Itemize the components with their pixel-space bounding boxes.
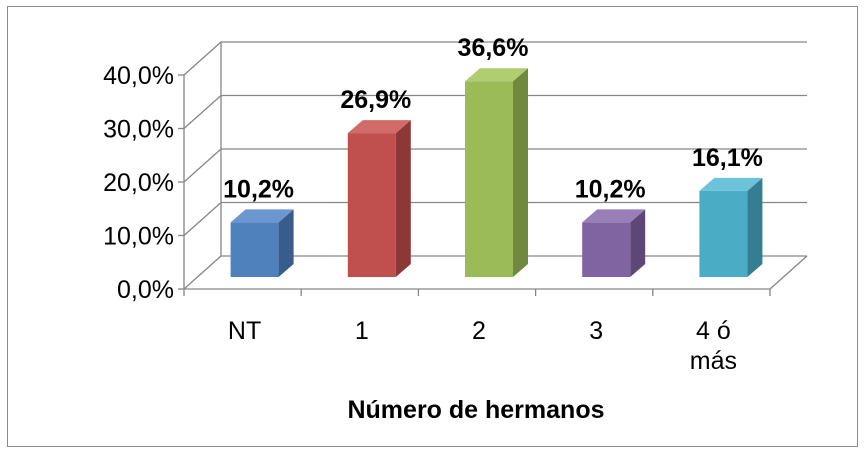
x-tick-label-3: 3 (589, 317, 603, 345)
side-gridline-0 (183, 255, 222, 290)
bar-front-0 (230, 222, 279, 277)
bar-top-1 (347, 120, 411, 134)
x-tick-label-line: más (690, 347, 737, 375)
x-axis-title: Número de hermanos (347, 396, 604, 424)
x-tick-label-line: 3 (589, 317, 603, 345)
x-tick-label-line: 4 ó (696, 317, 731, 345)
bar-2 (465, 68, 528, 277)
data-label-2: 36,6% (458, 34, 529, 62)
bar-front-4 (699, 190, 748, 277)
bars (230, 68, 763, 278)
bar-0 (230, 209, 294, 277)
data-label-3: 10,2% (575, 175, 646, 203)
x-tick-label-1: 1 (355, 317, 369, 345)
y-tick-label-1: 10,0% (103, 223, 174, 251)
axes (178, 42, 808, 296)
side-gridline-2 (183, 148, 222, 183)
side-gridline-1 (183, 202, 222, 236)
floor-right-edge (769, 255, 808, 290)
bar-front-2 (465, 81, 513, 277)
bar-side-2 (513, 68, 528, 277)
side-gridline-3 (183, 95, 222, 129)
bar-1 (347, 120, 411, 278)
data-label-4: 16,1% (692, 144, 763, 172)
y-tick-label-0: 0,0% (117, 276, 174, 304)
bar-front-3 (582, 222, 631, 277)
x-tick-label-4: 4 ó más (690, 317, 737, 375)
x-tick-label-2: 2 (472, 317, 486, 345)
bar-4 (699, 177, 763, 277)
data-label-1: 26,9% (340, 86, 411, 114)
bar-top-0 (230, 209, 294, 223)
bar-side-3 (630, 209, 646, 277)
y-tick-label-2: 20,0% (103, 169, 174, 197)
bar-side-0 (278, 209, 294, 277)
bar-top-2 (465, 68, 528, 82)
bar-3 (582, 209, 646, 277)
x-tick-label-line: 2 (472, 317, 486, 345)
bar-side-4 (747, 177, 763, 277)
data-label-0: 10,2% (223, 175, 294, 203)
data-labels: 10,2% 26,9% 36,6% 10,2% 16,1% (223, 34, 763, 203)
x-tick-label-0: NT (228, 317, 261, 345)
y-tick-label-3: 30,0% (103, 116, 174, 144)
bar-front-1 (347, 133, 396, 277)
bar-top-4 (699, 177, 763, 191)
y-tick-label-4: 40,0% (103, 62, 174, 90)
side-gridline-4 (183, 41, 222, 76)
x-tick-labels: NT 1 2 3 4 ó más (228, 317, 737, 375)
bar-top-3 (582, 209, 646, 223)
x-tick-label-line: NT (228, 317, 261, 345)
bar-side-1 (395, 120, 411, 278)
x-tick-label-line: 1 (355, 317, 369, 345)
y-tick-labels: 0,0% 10,0% 20,0% 30,0% 40,0% (103, 62, 174, 304)
